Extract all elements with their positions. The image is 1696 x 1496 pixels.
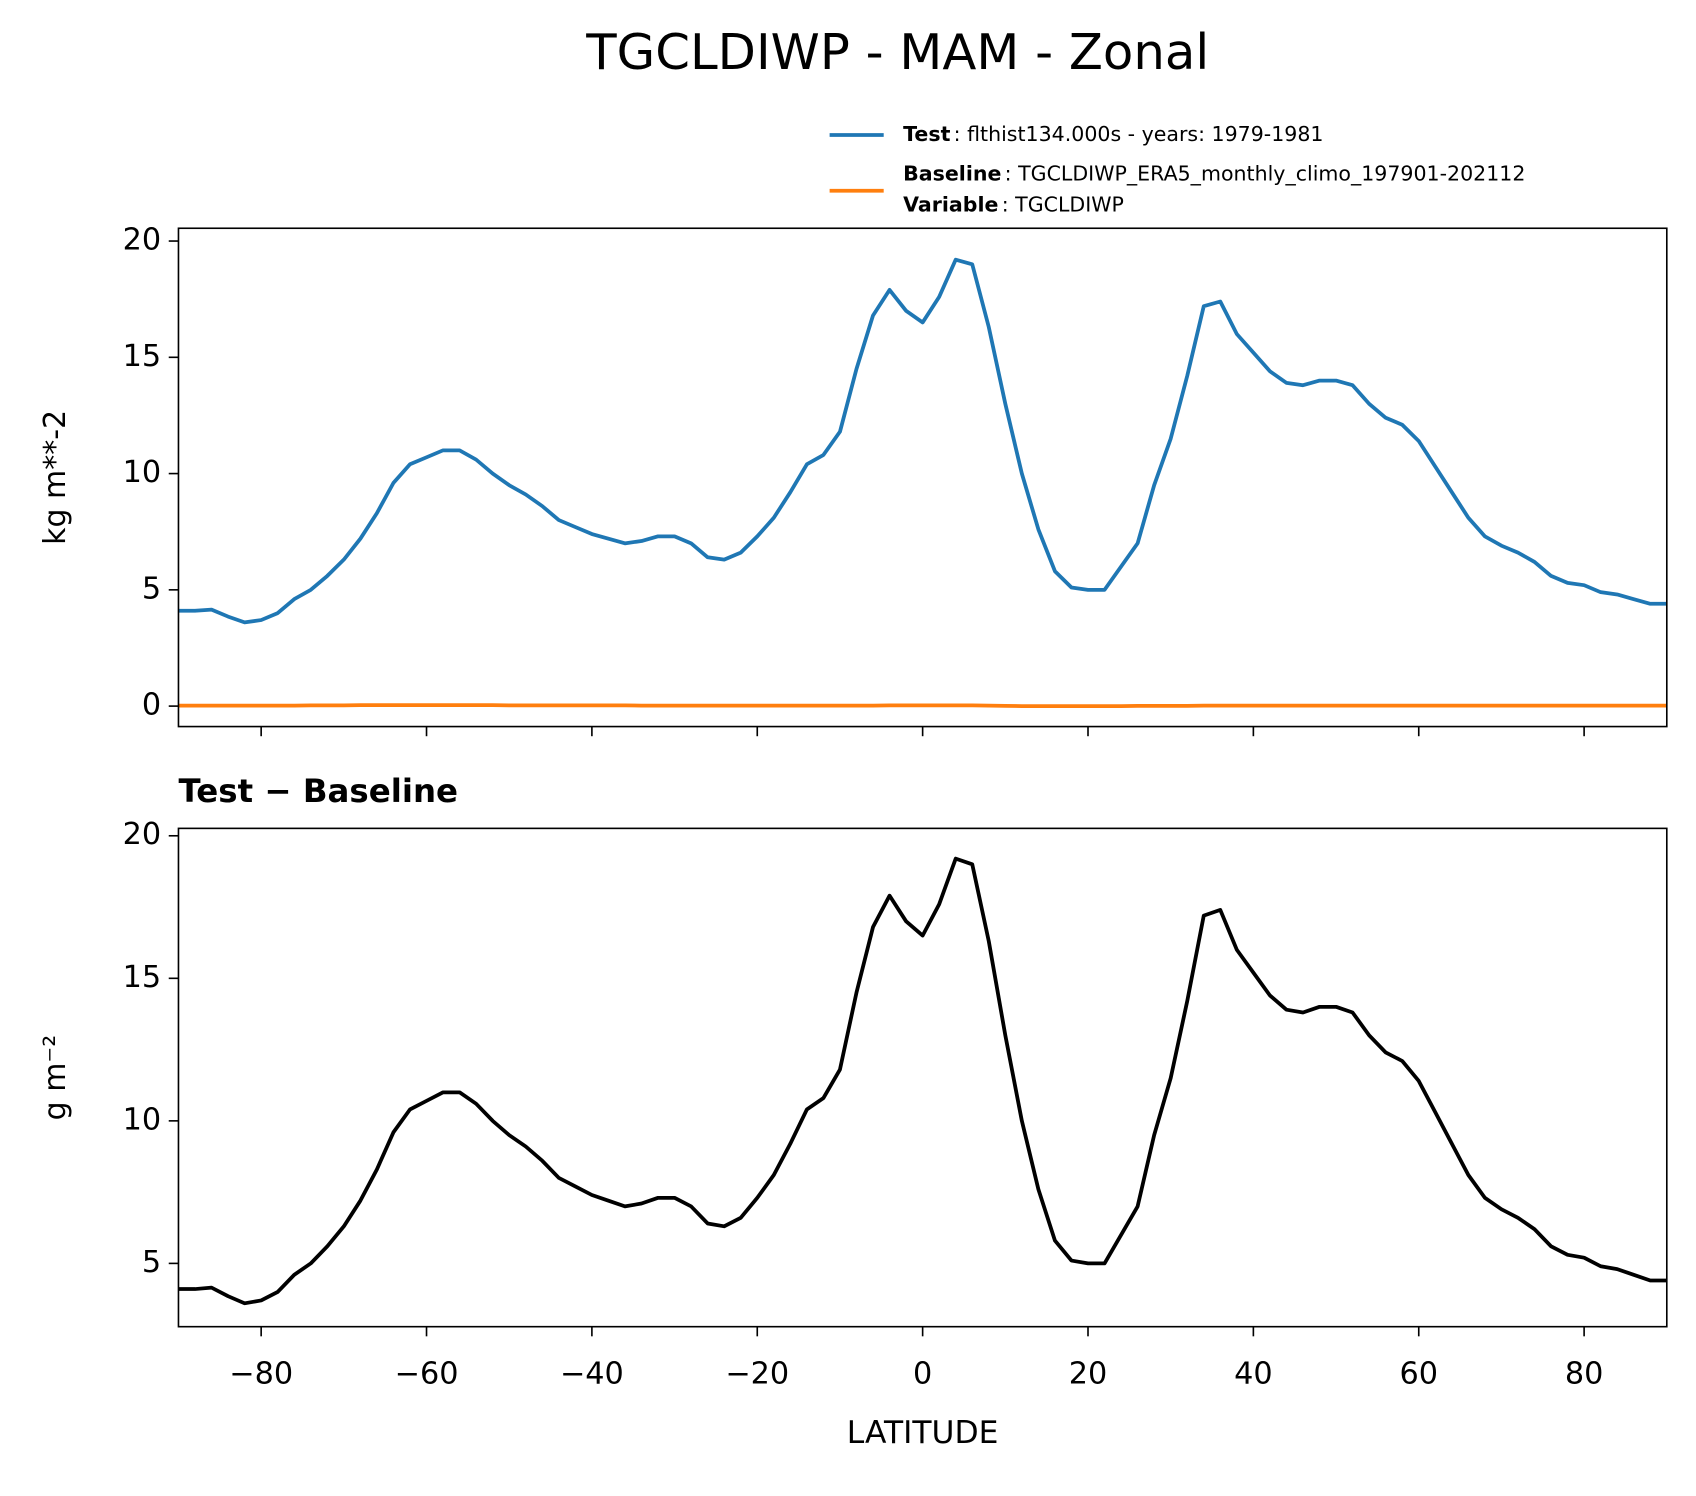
y-tick-label: 20 [123, 817, 162, 852]
y-tick-label: 5 [142, 1245, 161, 1280]
data-line [178, 856, 1667, 1306]
y-tick-label: 20 [123, 223, 162, 258]
x-axis-label: LATITUDE [847, 1415, 999, 1451]
data-line [178, 703, 1667, 708]
plot-frame [177, 827, 1668, 1328]
legend-label: Baseline [903, 162, 1001, 186]
x-tick-label: −40 [560, 1356, 624, 1391]
x-tick-label: −20 [725, 1356, 789, 1391]
y-tick-label: 0 [142, 688, 161, 723]
chart-title: TGCLDIWP - MAM - Zonal [585, 23, 1209, 81]
legend-detail: : flthist134.000s - years: 1979-1981 [954, 122, 1324, 146]
y-axis-label: kg m**-2 [38, 410, 73, 545]
y-tick-label: 15 [123, 960, 162, 995]
x-tick-label: −80 [229, 1356, 293, 1391]
legend-detail: : TGCLDIWP [1002, 193, 1124, 217]
y-tick-label: 15 [123, 339, 162, 374]
y-tick-label: 10 [123, 1102, 162, 1137]
y-axis-label: g m⁻² [38, 1035, 73, 1121]
x-tick-label: 20 [1069, 1356, 1108, 1391]
x-tick-label: −60 [395, 1356, 459, 1391]
plot-frame [177, 227, 1668, 728]
x-tick-label: 40 [1234, 1356, 1273, 1391]
y-tick-label: 10 [123, 455, 162, 490]
x-tick-label: 80 [1565, 1356, 1604, 1391]
data-line [178, 257, 1667, 625]
legend-label: Test [903, 122, 950, 146]
subplot-title: Test − Baseline [178, 772, 458, 810]
legend-label: Variable [903, 193, 998, 217]
legend-detail: : TGCLDIWP_ERA5_monthly_climo_197901-202… [1005, 162, 1526, 187]
y-tick-label: 5 [142, 571, 161, 606]
x-tick-label: 60 [1399, 1356, 1438, 1391]
x-tick-label: 0 [913, 1356, 932, 1391]
